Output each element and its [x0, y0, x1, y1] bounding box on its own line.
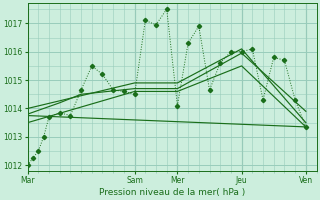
X-axis label: Pression niveau de la mer( hPa ): Pression niveau de la mer( hPa ) [99, 188, 245, 197]
